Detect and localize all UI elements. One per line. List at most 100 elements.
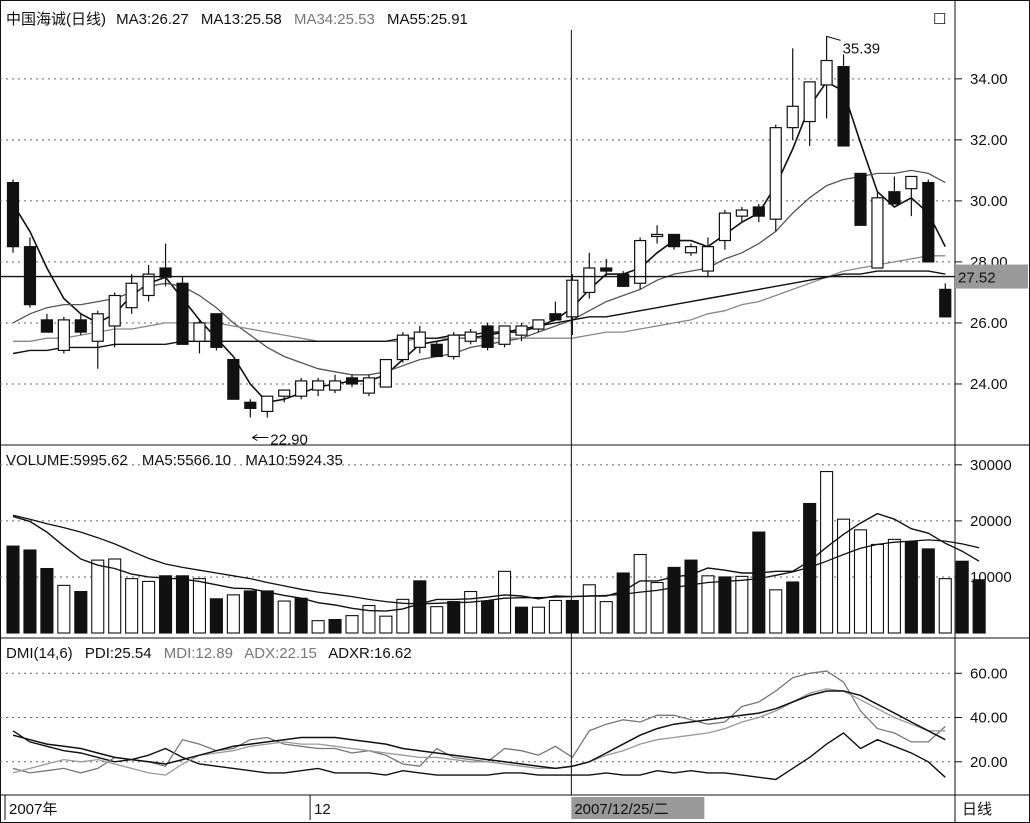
volume-title: VOLUME:5995.62 xyxy=(6,452,128,469)
adx-label: ADX:22.15 xyxy=(244,645,317,662)
candle xyxy=(786,48,799,140)
candle xyxy=(447,332,460,360)
volume-bar-up xyxy=(650,581,664,634)
volume-bar-down xyxy=(74,590,88,634)
candle xyxy=(888,176,901,205)
candle-body-up xyxy=(650,233,664,238)
candle-body-up xyxy=(57,319,70,352)
candle-body-down xyxy=(345,377,359,385)
current-price-label: 27.52 xyxy=(958,270,996,287)
volume-panel: 10000 20000 30000 VOLUME:5995.62 MA5:5566.… xyxy=(0,452,1012,634)
candle-body-up xyxy=(142,273,155,297)
volume-bars xyxy=(6,470,986,634)
candle xyxy=(312,377,325,397)
candle xyxy=(803,81,816,146)
candle-body-up xyxy=(566,279,579,318)
price-candles xyxy=(6,36,952,418)
candle-body-up xyxy=(328,380,342,391)
ma3-label: MA3:26.27 xyxy=(116,11,189,28)
candle xyxy=(328,374,342,394)
volume-bar-down xyxy=(294,597,308,634)
candle xyxy=(854,172,867,226)
candle xyxy=(227,358,240,400)
dmi-tick-label: 60.00 xyxy=(970,665,1008,682)
volume-bar-up xyxy=(633,553,647,634)
candle xyxy=(532,319,545,333)
candle xyxy=(295,377,308,400)
candle-body-down xyxy=(23,246,37,306)
volume-bar-down xyxy=(921,548,935,634)
volume-bar-down xyxy=(904,541,918,634)
volume-bar-up xyxy=(345,615,359,634)
volume-bar-up xyxy=(548,599,562,634)
candle xyxy=(667,233,681,250)
dmi-lines xyxy=(12,670,946,781)
candle xyxy=(91,310,104,369)
candle xyxy=(939,283,952,318)
dmi-tick-label: 40.00 xyxy=(970,710,1008,727)
volume-bar-up xyxy=(938,578,952,634)
window-toggle-icon[interactable]: ☐ xyxy=(933,11,946,28)
candle-body-up xyxy=(769,127,782,220)
candle xyxy=(6,179,20,253)
dmi-tick-label: 20.00 xyxy=(970,754,1008,771)
candle xyxy=(210,313,223,351)
candle-body-up xyxy=(532,319,545,330)
candle-body-up xyxy=(718,212,732,242)
candle-body-up xyxy=(379,358,392,388)
volume-tick-label: 20000 xyxy=(970,513,1012,530)
volume-tick-label: 30000 xyxy=(970,457,1012,474)
candle-body-up xyxy=(413,331,426,348)
volume-bar-up xyxy=(379,615,393,634)
volume-ma-lines xyxy=(12,512,980,612)
dmi-line-adxr xyxy=(12,690,946,770)
volume-bar-up xyxy=(887,538,901,634)
candle-body-up xyxy=(583,267,596,294)
candle-body-down xyxy=(888,191,901,205)
candle-body-up xyxy=(803,81,816,123)
candle-body-up xyxy=(634,239,647,284)
price-tick-label: 30.00 xyxy=(970,193,1008,210)
volume-bar-up xyxy=(125,578,139,634)
candle-body-down xyxy=(481,325,494,348)
candle xyxy=(566,274,579,336)
candle xyxy=(481,322,494,351)
volume-bar-down xyxy=(159,575,173,634)
price-annotations: 35.39 22.90 xyxy=(252,35,880,449)
candle xyxy=(261,395,274,418)
volume-tick-label: 10000 xyxy=(970,569,1012,586)
candle xyxy=(413,325,426,354)
candle-body-up xyxy=(498,325,511,345)
date-ticks: 2007年 12 xyxy=(4,795,331,820)
candle-body-down xyxy=(837,66,850,147)
candle-body-up xyxy=(515,325,528,336)
candle-body-up xyxy=(820,59,833,86)
annotation-label: 22.90 xyxy=(270,432,308,449)
volume-bar-up xyxy=(91,559,105,634)
candle xyxy=(549,301,562,321)
candle-body-down xyxy=(939,288,952,318)
date-axis: 2007年 12 2007/12/25/二 日线 xyxy=(4,795,992,820)
candle-body-down xyxy=(667,233,681,248)
candle xyxy=(57,316,70,354)
period-label[interactable]: 日线 xyxy=(962,801,992,818)
candle xyxy=(345,374,359,388)
candle xyxy=(735,206,748,223)
price-line-ma34 xyxy=(13,255,946,342)
volume-bar-up xyxy=(430,606,444,634)
volume-line-ma10 xyxy=(12,514,980,605)
candle xyxy=(464,329,477,345)
volume-bar-down xyxy=(243,590,257,634)
candle xyxy=(905,175,918,217)
candle xyxy=(498,325,511,348)
candle-body-up xyxy=(108,294,121,327)
price-line-ma13 xyxy=(12,169,946,376)
candle-body-down xyxy=(210,313,223,348)
volume-bar-up xyxy=(735,575,749,634)
candle xyxy=(108,292,121,348)
dmi-title: DMI(14,6) xyxy=(6,645,73,662)
candle xyxy=(379,358,392,388)
volume-bar-up xyxy=(362,604,376,634)
